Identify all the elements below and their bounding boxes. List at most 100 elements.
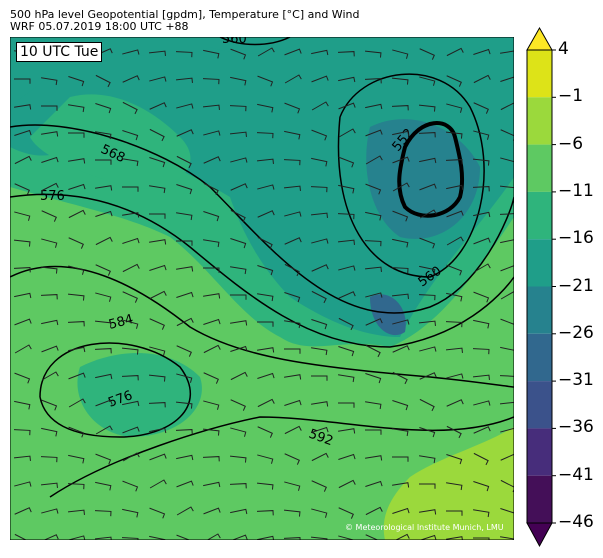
colorbar-tick-label: −11: [558, 180, 594, 201]
colorbar-tick-label: −36: [558, 417, 594, 438]
wind-barb: [446, 510, 463, 516]
wind-barb: [284, 130, 301, 140]
wind-barb: [149, 264, 167, 271]
wind-barb: [419, 265, 436, 275]
colorbar-segment: [527, 381, 552, 429]
wind-barb: [311, 290, 327, 304]
wind-barb: [149, 479, 167, 489]
wind-barb: [68, 454, 85, 464]
wind-barb: [446, 454, 463, 465]
wind-barb: [68, 265, 85, 275]
wind-barb: [311, 75, 329, 83]
wind-barb: [41, 238, 58, 248]
colorbar-tick-label: −31: [558, 370, 594, 391]
colorbar-extend-bottom: [526, 522, 553, 548]
wind-barb: [446, 236, 464, 246]
wind-barb: [149, 290, 167, 300]
wind-barb: [338, 428, 356, 434]
wind-barb: [203, 49, 220, 59]
wind-barb: [67, 483, 85, 490]
wind-barb: [500, 536, 514, 540]
wind-barb: [392, 238, 409, 248]
wind-barb: [95, 103, 112, 114]
wind-barb: [230, 294, 247, 300]
geopotential-contours: [10, 37, 514, 498]
wind-barb: [311, 452, 329, 462]
wind-barb: [364, 240, 382, 247]
wind-barb: [40, 266, 58, 274]
wind-barb: [473, 481, 490, 492]
wind-barb: [122, 263, 140, 273]
wind-barb: [13, 455, 31, 461]
colorbar-segment: [527, 475, 552, 523]
wind-barb: [419, 183, 437, 191]
wind-barb: [311, 101, 329, 111]
wind-barb: [338, 374, 355, 383]
wind-barb: [95, 292, 112, 302]
wind-barb: [41, 105, 58, 111]
wind-barb: [284, 481, 301, 491]
wind-barb: [256, 132, 274, 139]
weather-map: 560 568 576 584 576 592 552 560: [10, 37, 514, 540]
wind-barb: [446, 184, 464, 191]
wind-barb: [175, 429, 193, 435]
wind-barb: [122, 319, 139, 329]
wind-barb: [392, 182, 410, 192]
wind-barb: [203, 372, 219, 384]
wind-barb: [500, 157, 514, 163]
wind-barb: [176, 317, 194, 327]
wind-barb: [283, 185, 301, 191]
wind-barb: [176, 266, 194, 272]
colorbar-tick-label: −26: [558, 322, 594, 343]
wind-barb: [419, 209, 437, 219]
wind-barb: [122, 130, 139, 141]
colorbar-segment: [527, 144, 552, 192]
wind-barb: [283, 159, 301, 166]
wind-barb: [500, 508, 514, 518]
wind-barb: [95, 373, 113, 380]
wind-barb: [122, 400, 140, 407]
wind-barb: [14, 104, 32, 110]
wind-barb: [500, 346, 514, 351]
wind-barb: [392, 428, 409, 437]
wind-barb: [338, 291, 356, 299]
wind-barb: [122, 452, 140, 462]
wind-barb: [311, 264, 329, 272]
wind-barb: [284, 399, 302, 406]
wind-barb: [95, 481, 112, 491]
wind-barb: [14, 344, 32, 354]
wind-barb: [445, 321, 463, 328]
wind-barb: [229, 483, 247, 489]
wind-barb: [419, 427, 436, 438]
wind-barbs: [13, 47, 514, 540]
wind-barb: [338, 507, 354, 519]
wind-barb: [203, 211, 220, 222]
wind-barb: [284, 102, 301, 114]
contour-label: 576: [40, 189, 65, 204]
wind-barb: [311, 426, 329, 433]
wind-barb: [500, 453, 514, 461]
wind-barb: [472, 348, 490, 355]
wind-barb: [257, 347, 275, 353]
wind-barb: [121, 375, 139, 381]
wind-barb: [203, 182, 219, 196]
wind-barb: [176, 291, 194, 298]
wind-barb: [257, 426, 273, 438]
wind-barb: [40, 482, 58, 488]
wind-barb: [95, 159, 112, 165]
wind-barb: [419, 509, 437, 515]
wind-barb: [229, 131, 247, 137]
colorbar-tick-label: −41: [558, 464, 594, 485]
wind-barb: [230, 183, 248, 191]
wind-barb: [41, 427, 58, 437]
wind-barb: [419, 157, 437, 164]
wind-barb: [203, 507, 221, 515]
wind-barb: [446, 373, 464, 379]
wind-barb: [473, 102, 489, 114]
wind-barb: [41, 371, 59, 381]
wind-barb: [14, 155, 32, 165]
wind-barb: [122, 212, 140, 218]
wind-barb: [40, 294, 58, 300]
wind-barb: [230, 427, 247, 437]
wind-barb: [338, 402, 355, 408]
